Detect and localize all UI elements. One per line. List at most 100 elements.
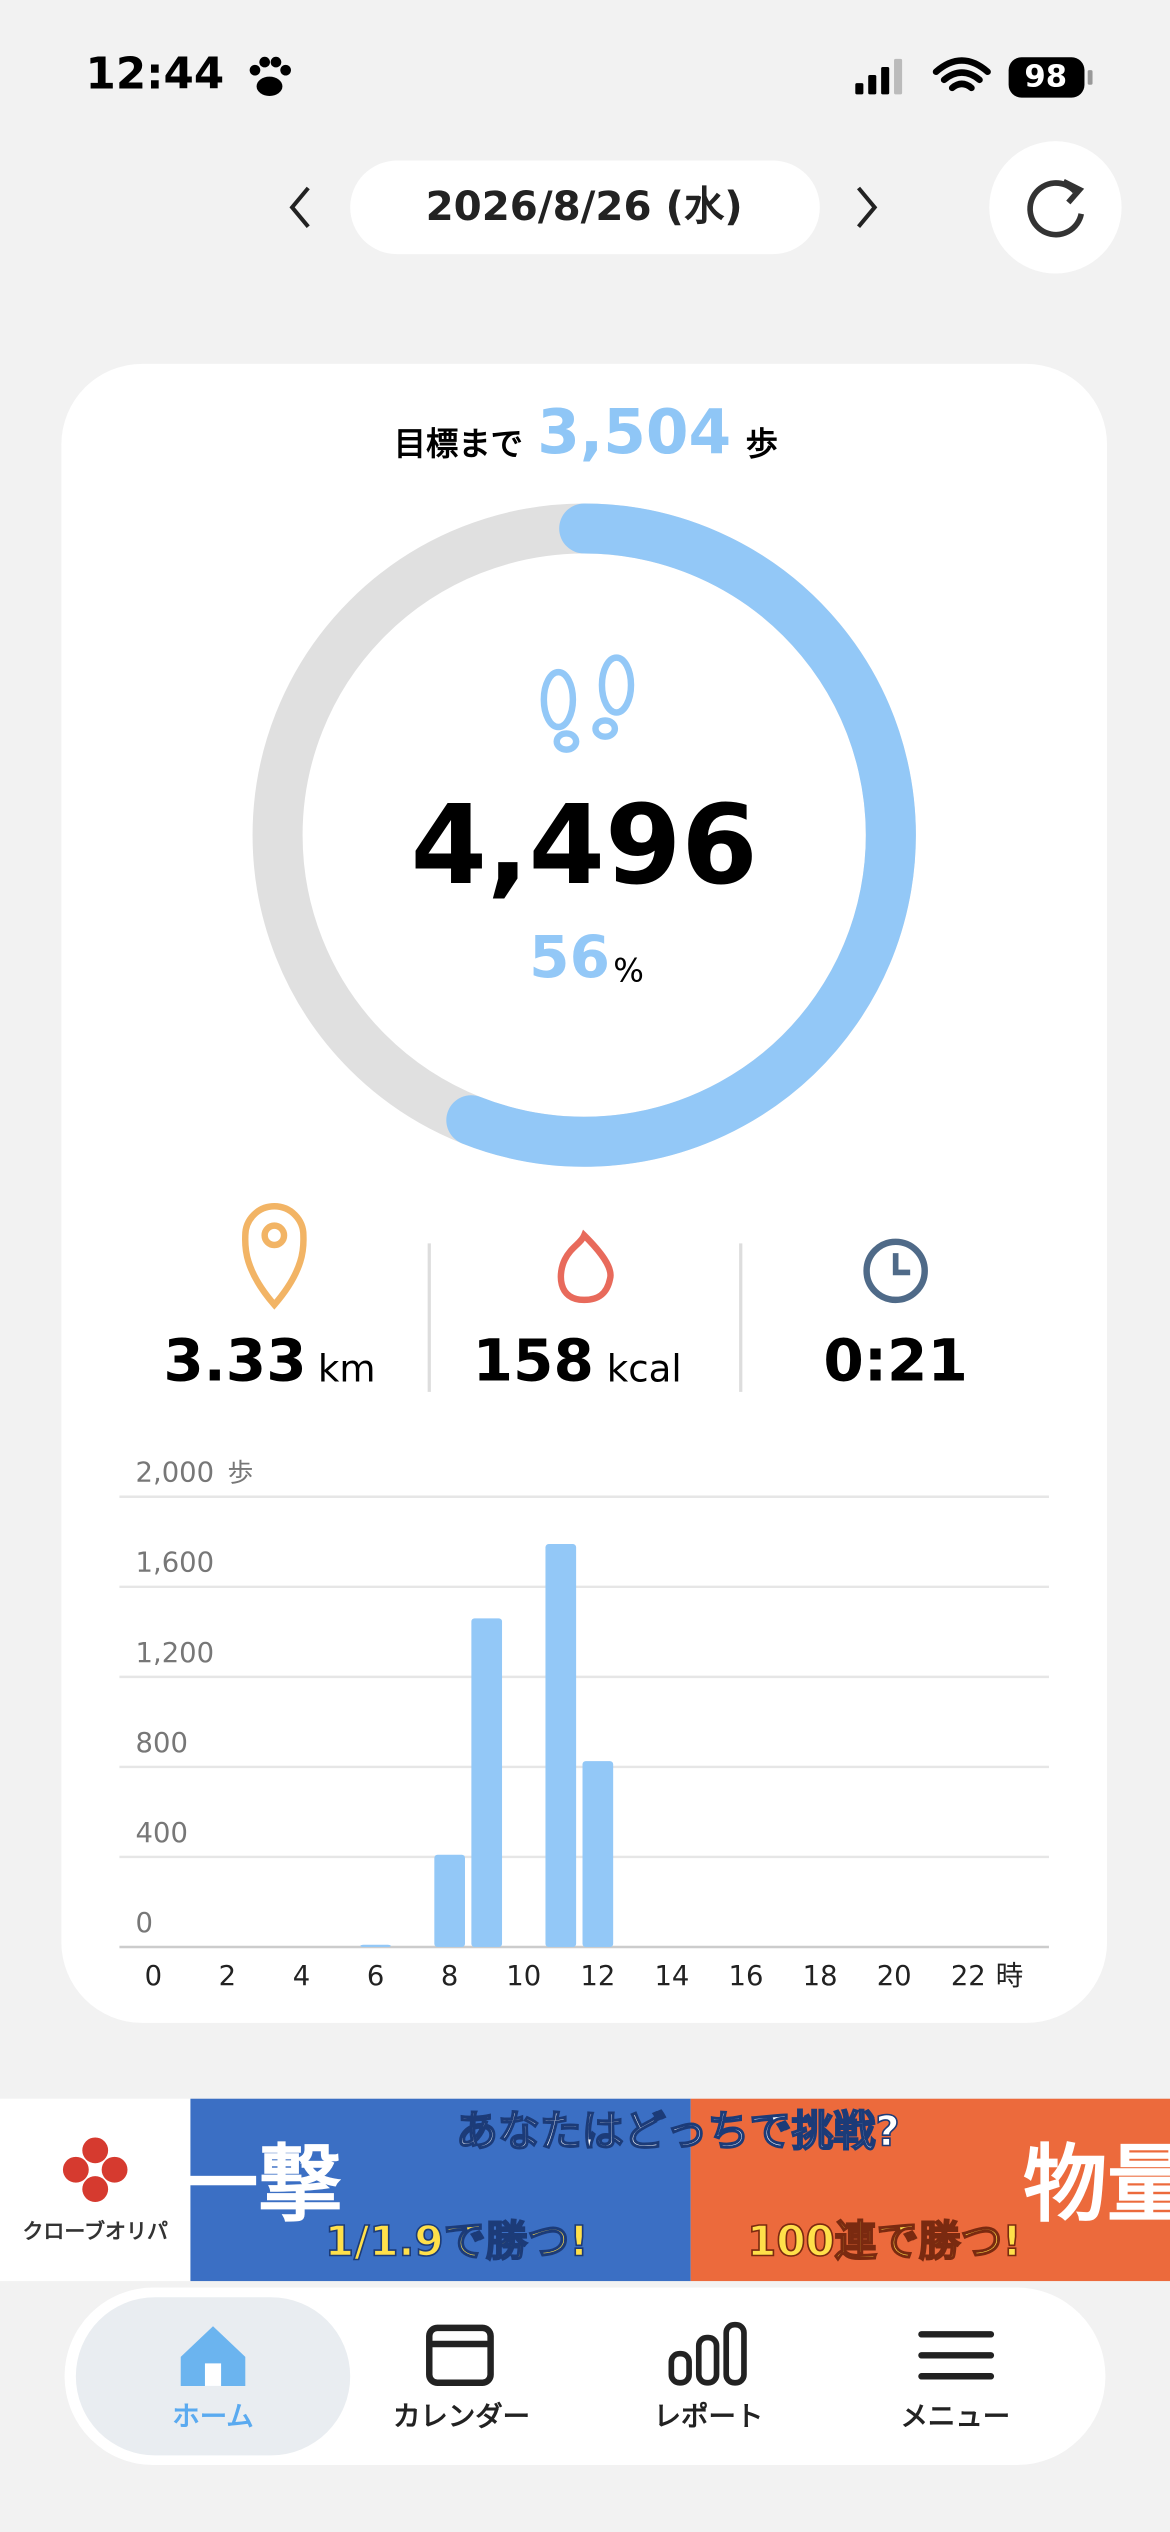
footprint [540, 668, 577, 731]
goal-remaining: 3,504 [537, 397, 731, 468]
distance-icon-dot [261, 1222, 288, 1249]
signal-bar [855, 83, 864, 95]
goal-unit: 歩 [746, 425, 778, 463]
steps: 4,496 [411, 781, 758, 909]
x-tick-label: 10 [506, 1961, 541, 1992]
report-icon [668, 2321, 747, 2386]
footprint [598, 654, 635, 716]
logo-petal [82, 2176, 109, 2202]
calories: 158 [473, 1327, 594, 1395]
x-unit: 時 [996, 1961, 1023, 1992]
ring-progress [446, 503, 916, 1167]
x-tick-label: 20 [877, 1961, 912, 1992]
ad-headline: あなたはどっちで挑戦? [456, 2107, 900, 2156]
refresh-arrow [1062, 179, 1085, 205]
tab-label[interactable]: ホーム [172, 2402, 253, 2433]
bar [471, 1618, 503, 1948]
logo-petal [101, 2156, 128, 2183]
paw-toe [280, 64, 291, 76]
prev-day[interactable] [289, 186, 310, 229]
bar [434, 1854, 465, 1948]
calendar-icon [426, 2324, 494, 2386]
tab-label[interactable]: カレンダー [393, 2401, 530, 2433]
battery-level: 98 [1024, 60, 1067, 95]
menu-icon [918, 2331, 995, 2380]
y-tick-label: 800 [136, 1728, 188, 1759]
ad-right-big: 物量 [1023, 2136, 1170, 2234]
distance: 3.33 [163, 1327, 306, 1395]
x-tick-label: 0 [145, 1961, 162, 1992]
bar [582, 1761, 614, 1948]
duration-icon [863, 1238, 928, 1304]
report-bar [695, 2334, 720, 2386]
home-icon [180, 2326, 246, 2386]
footprint-heel [592, 717, 619, 740]
logo-petal [62, 2156, 89, 2183]
ad-right-panel[interactable] [690, 2098, 1170, 2282]
date-pill[interactable] [350, 160, 820, 255]
distance-icon [241, 1203, 307, 1310]
x-tick-label: 18 [803, 1961, 838, 1992]
x-tick-label: 8 [441, 1961, 458, 1992]
ad-right-sub: 100連で勝つ! [747, 2216, 1021, 2265]
tab-label[interactable]: レポート [654, 2402, 764, 2433]
duration: 0:21 [823, 1327, 967, 1395]
paw-icon [249, 56, 291, 96]
goal-prefix: 目標まで [394, 425, 523, 463]
x-tick-label: 22 [951, 1961, 986, 1992]
calories-unit: kcal [607, 1347, 682, 1390]
x-tick-label: 4 [293, 1961, 310, 1992]
ad-left-sub: 1/1.9で勝つ! [325, 2216, 589, 2265]
bar [545, 1544, 577, 1948]
footprint-heel [553, 730, 580, 753]
y-tick-label: 2,000 [136, 1458, 215, 1489]
ad-brand: クローブオリパ [22, 2220, 168, 2244]
wifi-icon [932, 57, 991, 92]
battery-icon [1008, 57, 1085, 98]
y-unit: 歩 [228, 1459, 254, 1489]
ad-left-big: 一撃 [174, 2136, 342, 2234]
home-door [204, 2363, 222, 2386]
x-tick-label: 12 [580, 1961, 615, 1992]
duration-hands [892, 1253, 911, 1276]
card [61, 363, 1108, 2023]
calories-icon [557, 1229, 614, 1304]
paw-pad [256, 76, 283, 96]
paw-toe [249, 64, 261, 76]
status-time: 12:44 [86, 50, 225, 100]
tab-labels: ホーム カレンダー レポート メニュー [172, 2401, 1010, 2433]
x-tick-label: 2 [219, 1961, 236, 1992]
ad-logo [62, 2137, 128, 2202]
report-bar [723, 2321, 747, 2386]
tab-label[interactable]: メニュー [901, 2402, 1011, 2433]
footprints-icon [540, 654, 635, 753]
y-tick-label: 400 [136, 1818, 188, 1849]
signal-bar [881, 66, 890, 95]
bar [360, 1944, 391, 1948]
percent-unit: % [613, 951, 644, 989]
x-tick-label: 16 [729, 1961, 764, 1992]
next-day[interactable] [856, 186, 878, 229]
signal-bar [894, 58, 903, 95]
y-tick-label: 0 [136, 1908, 153, 1939]
report-bar [668, 2350, 692, 2386]
signal-icon [855, 58, 903, 95]
y-tick-label: 1,200 [136, 1638, 215, 1669]
signal-bar [868, 75, 877, 95]
refresh-icon [1027, 180, 1085, 238]
paw-toe [259, 56, 270, 68]
y-tick-label: 1,600 [136, 1548, 215, 1579]
ad-left-panel[interactable] [190, 2098, 691, 2282]
x-tick-label: 14 [654, 1961, 689, 1992]
logo-petal [82, 2137, 109, 2164]
hourly-chart: 0 400 800 1,200 1,600 2,000 歩 0 2 4 6 8 10 12 14 16 18 20… [119, 1458, 1049, 1992]
distance-unit: km [318, 1347, 376, 1390]
x-tick-label: 6 [367, 1961, 384, 1992]
refresh-button[interactable] [989, 141, 1122, 274]
percent: 56 [529, 923, 610, 991]
battery-tip [1087, 70, 1093, 85]
date: 2026/8/26 (水) [426, 183, 743, 230]
paw-toe [270, 56, 282, 68]
